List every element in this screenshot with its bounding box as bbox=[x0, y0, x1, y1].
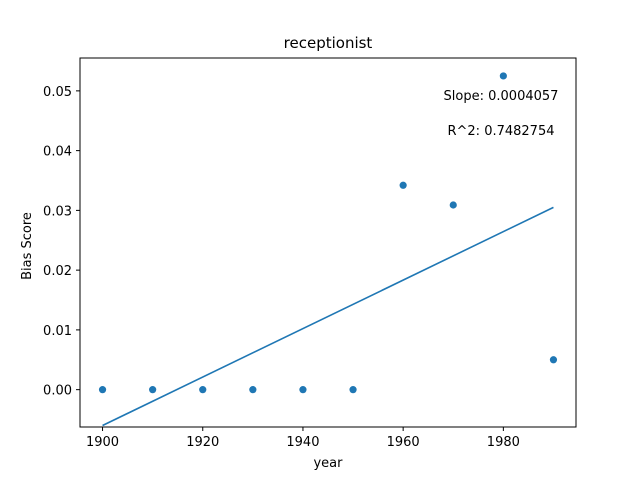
slope-annotation: Slope: 0.0004057 bbox=[444, 89, 559, 104]
data-point bbox=[299, 386, 307, 394]
data-point bbox=[149, 386, 157, 394]
y-tick-label: 0.03 bbox=[43, 204, 72, 219]
data-point bbox=[449, 201, 457, 209]
x-tick-label: 1960 bbox=[387, 435, 420, 450]
data-point bbox=[399, 181, 407, 189]
data-point bbox=[349, 386, 357, 394]
x-axis-label: year bbox=[313, 456, 343, 471]
y-tick-label: 0.04 bbox=[43, 145, 72, 160]
data-point bbox=[249, 386, 257, 394]
chart-title: receptionist bbox=[284, 34, 373, 52]
y-tick-label: 0.05 bbox=[43, 85, 72, 100]
plot-area: 1900 1920 1940 1960 1980 0.00 0.01 0.02 0.03 0.04… bbox=[43, 57, 577, 450]
x-tick-label: 1900 bbox=[86, 435, 119, 450]
axes-frame bbox=[79, 57, 577, 428]
x-tick-label: 1920 bbox=[186, 435, 219, 450]
y-axis-label: Bias Score bbox=[20, 212, 35, 280]
data-point bbox=[199, 386, 207, 394]
r-squared-annotation: R^2: 0.7482754 bbox=[447, 124, 554, 139]
x-tick-label: 1940 bbox=[286, 435, 319, 450]
x-tick-label: 1980 bbox=[487, 435, 520, 450]
y-tick-label: 0.00 bbox=[43, 384, 72, 399]
data-point bbox=[98, 386, 107, 394]
y-tick-label: 0.02 bbox=[43, 264, 72, 279]
trend-line bbox=[102, 206, 554, 427]
y-tick-label: 0.01 bbox=[43, 324, 72, 339]
data-point bbox=[499, 72, 507, 80]
data-point bbox=[549, 356, 558, 364]
